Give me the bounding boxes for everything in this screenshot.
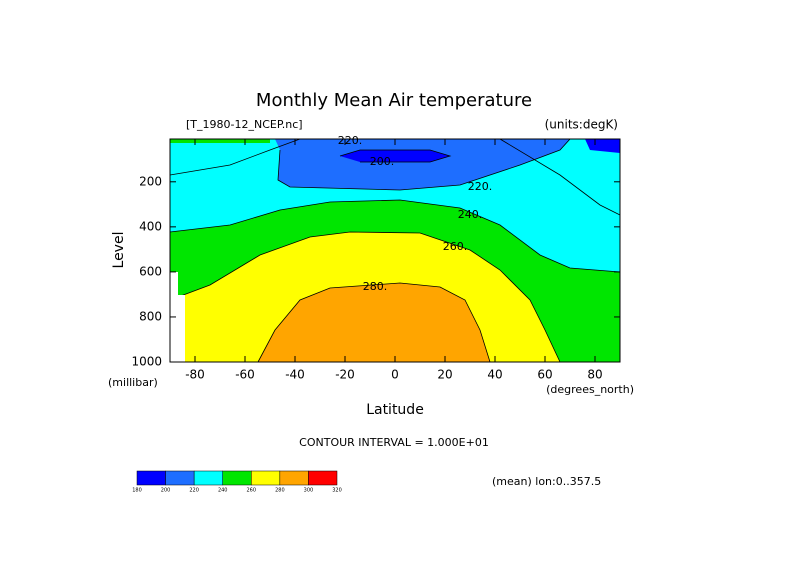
contour-lines bbox=[169, 138, 621, 363]
x-tick-label: 40 bbox=[487, 368, 502, 382]
contour-line bbox=[339, 149, 452, 163]
colorbar-box bbox=[279, 470, 309, 486]
file-label: [T_1980-12_NCEP.nc] bbox=[186, 118, 303, 131]
colorbar-label: 200 bbox=[161, 488, 171, 494]
x-tick-label: 60 bbox=[537, 368, 552, 382]
x-tick-label: -40 bbox=[285, 368, 305, 382]
x-tick-label: 80 bbox=[587, 368, 602, 382]
chart-title: Monthly Mean Air temperature bbox=[256, 90, 532, 111]
colorbar-label: 220 bbox=[189, 488, 199, 494]
contour-label: 260. bbox=[443, 240, 468, 253]
colorbar-box bbox=[193, 470, 223, 486]
contour-band bbox=[275, 139, 570, 190]
colorbar-label: 320 bbox=[332, 488, 342, 494]
contour-band bbox=[170, 139, 270, 143]
colorbar-box bbox=[165, 470, 195, 486]
x-units: (degrees_north) bbox=[546, 383, 634, 396]
x-tick-label: 20 bbox=[437, 368, 452, 382]
y-tick-label: 400 bbox=[139, 219, 162, 233]
x-axis-label: Latitude bbox=[366, 402, 424, 418]
contour-line bbox=[169, 138, 301, 176]
contour-line bbox=[499, 138, 621, 216]
contour-label: 220. bbox=[338, 134, 363, 147]
y-axis-label: Level bbox=[111, 232, 127, 269]
x-tick-label: -20 bbox=[335, 368, 355, 382]
colorbar-box bbox=[222, 470, 252, 486]
colorbar-box bbox=[136, 470, 166, 486]
colorbar-label: 260 bbox=[247, 488, 257, 494]
contour-line bbox=[275, 138, 571, 191]
contour-fills bbox=[170, 139, 620, 362]
colorbar-box bbox=[308, 470, 338, 486]
contour-line bbox=[169, 231, 561, 363]
colorbar-label: 240 bbox=[218, 488, 228, 494]
x-tick-label: -60 bbox=[235, 368, 255, 382]
x-tick-label: -80 bbox=[185, 368, 205, 382]
y-tick-label: 200 bbox=[139, 174, 162, 188]
contour-line bbox=[169, 199, 621, 273]
contour-label: 200. bbox=[370, 155, 395, 168]
missing-area bbox=[170, 272, 185, 362]
y-tick-label: 600 bbox=[139, 264, 162, 278]
colorbar-box bbox=[251, 470, 281, 486]
contour-label: 280. bbox=[363, 280, 388, 293]
x-tick-label: 0 bbox=[391, 368, 399, 382]
y-tick-label: 800 bbox=[139, 309, 162, 323]
contour-band bbox=[340, 150, 450, 162]
units-label: (units:degK) bbox=[545, 118, 618, 132]
contour-label: 240. bbox=[458, 208, 483, 221]
colorbar-label: 180 bbox=[132, 488, 142, 494]
averaging-note: (mean) lon:0..357.5 bbox=[492, 475, 601, 488]
y-units: (millibar) bbox=[108, 376, 158, 389]
colorbar-label: 280 bbox=[275, 488, 285, 494]
contour-label: 220. bbox=[468, 180, 493, 193]
colorbar-label: 300 bbox=[304, 488, 314, 494]
contour-band bbox=[585, 139, 620, 153]
y-tick-label: 1000 bbox=[131, 355, 162, 369]
contour-band bbox=[258, 283, 490, 362]
contour-interval: CONTOUR INTERVAL = 1.000E+01 bbox=[299, 436, 489, 449]
contour-line bbox=[257, 282, 491, 363]
